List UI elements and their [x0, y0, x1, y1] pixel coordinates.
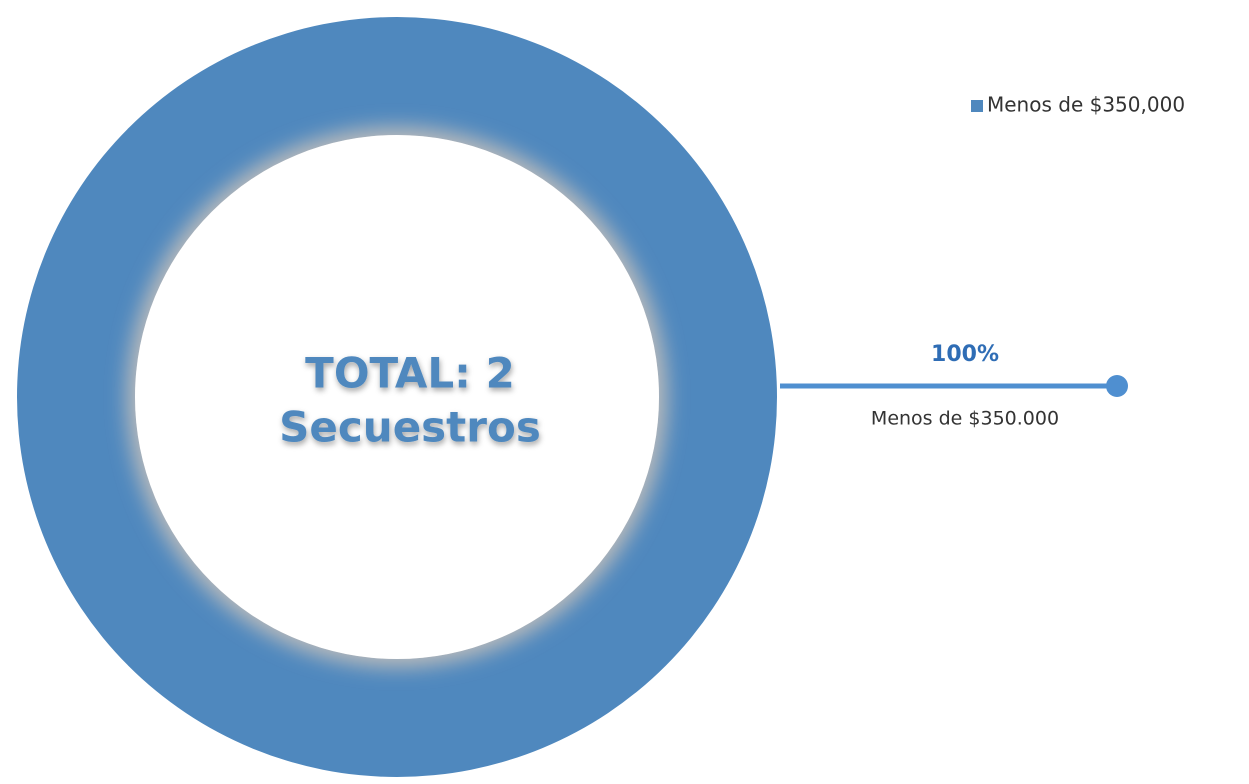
callout-dot: [1106, 375, 1128, 397]
legend-label: Menos de $350,000: [987, 93, 1185, 117]
legend-swatch: [971, 100, 983, 112]
inner-hole: [135, 135, 659, 659]
center-total: TOTAL: 2: [305, 349, 515, 398]
value-label: 100%: [931, 342, 999, 367]
center-subtitle: Secuestros: [279, 403, 541, 452]
category-label: Menos de $350.000: [871, 408, 1059, 430]
